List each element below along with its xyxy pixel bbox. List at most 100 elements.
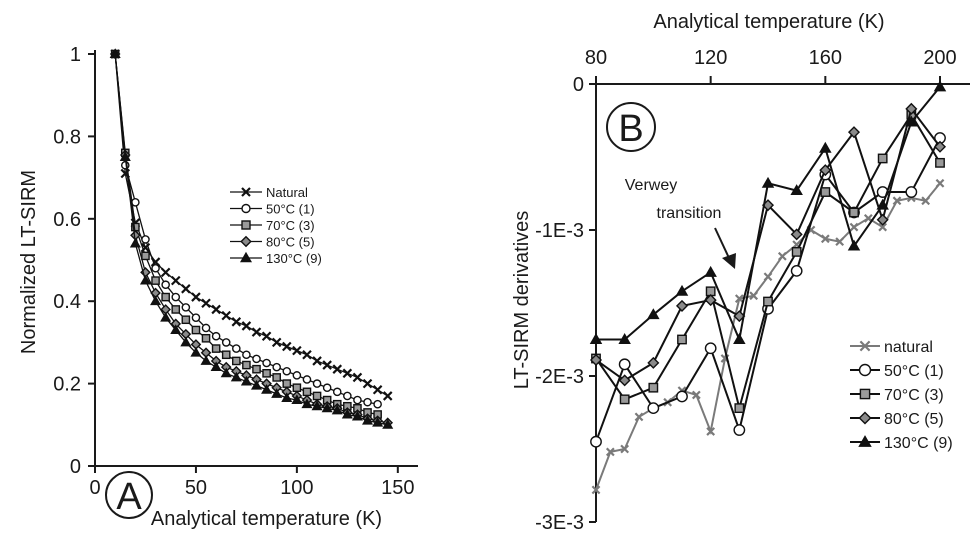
legend-marker-b	[859, 340, 871, 352]
data-point-b	[619, 394, 630, 405]
data-point-b	[733, 424, 746, 436]
data-point-a	[221, 310, 231, 321]
data-point-a	[181, 315, 191, 325]
x-tick-label-b: 200	[923, 47, 956, 69]
data-point-a	[139, 274, 151, 285]
annotation-text: transition	[657, 205, 722, 222]
data-point-b	[790, 184, 803, 196]
y-tick-label-b: -1E-3	[535, 220, 584, 242]
y-tick-label-b: -2E-3	[535, 366, 584, 388]
data-point-a	[322, 383, 332, 393]
y-tick-label-a: 1	[70, 44, 81, 66]
data-point-b	[618, 333, 631, 344]
data-point-a	[201, 298, 211, 309]
legend-entry-a: Natural	[266, 185, 308, 200]
data-point-b	[892, 196, 902, 206]
series-line-a	[114, 53, 388, 426]
y-axis-label-a: Normalized LT-SIRM	[18, 170, 40, 354]
data-point-a	[372, 385, 383, 395]
legend-marker-a	[241, 203, 251, 214]
data-point-b	[618, 374, 631, 387]
panel-b-chart: 80 120 160 200 0 -1E-3 -2E-3 -3E-3 Analytical te…	[511, 11, 970, 533]
data-point-a	[261, 331, 272, 341]
annotation-arrow	[714, 227, 730, 259]
legend-marker-b	[858, 363, 872, 377]
x-tick-label-a: 0	[89, 477, 100, 499]
data-point-a	[201, 333, 211, 343]
data-point-a	[221, 338, 231, 347]
data-point-b	[878, 222, 888, 232]
data-point-b	[849, 207, 859, 218]
data-point-a	[302, 349, 312, 360]
data-point-a	[302, 387, 312, 397]
series-a-4	[109, 48, 394, 429]
y-tick-label-a: 0.8	[53, 126, 81, 148]
data-point-a	[191, 292, 201, 302]
data-point-a	[171, 305, 181, 314]
data-point-b	[620, 444, 630, 454]
data-point-a	[140, 242, 151, 253]
data-point-b	[791, 246, 802, 257]
data-point-a	[312, 379, 322, 388]
legend-entry-b: 70°C (3)	[884, 387, 944, 404]
data-point-b	[704, 342, 717, 355]
legend-entry-b: 80°C (5)	[884, 411, 944, 428]
data-point-a	[232, 344, 241, 353]
legend-marker-a	[241, 220, 251, 230]
y-tick-label-a: 0.6	[53, 209, 81, 231]
data-point-a	[251, 327, 262, 337]
data-point-a	[230, 371, 242, 382]
panel-label-circle-a	[105, 471, 153, 519]
legend-entry-b: natural	[884, 339, 933, 356]
data-point-a	[242, 360, 251, 370]
data-point-b	[819, 164, 832, 177]
data-point-a	[150, 295, 162, 306]
x-tick-label-a: 100	[280, 477, 313, 499]
data-point-b	[733, 333, 746, 344]
panel-label-circle-b	[606, 102, 656, 152]
y-tick-label-b: -3E-3	[535, 512, 584, 533]
data-point-a	[262, 369, 271, 378]
data-point-a	[292, 371, 302, 380]
legend-marker-b	[858, 411, 872, 425]
panel-label-b: B	[618, 108, 643, 150]
data-point-b	[676, 390, 688, 403]
data-point-a	[301, 398, 313, 409]
data-point-b	[847, 239, 861, 251]
panel-label-a: A	[116, 476, 142, 518]
data-point-b	[691, 390, 701, 400]
legend-marker-a	[240, 235, 252, 248]
data-point-a	[362, 414, 374, 425]
data-point-b	[590, 435, 602, 448]
data-point-a	[363, 397, 372, 407]
data-point-a	[312, 391, 322, 401]
data-point-b	[589, 353, 603, 366]
legend-entry-a: 130°C (9)	[266, 251, 322, 266]
data-point-b	[933, 80, 947, 92]
legend-entry-b: 50°C (1)	[884, 363, 944, 380]
data-point-a	[351, 410, 363, 421]
data-point-a	[250, 379, 263, 390]
data-point-b	[905, 115, 918, 127]
data-point-a	[171, 292, 181, 302]
x-axis-label-b: Analytical temperature (K)	[653, 11, 884, 33]
data-point-b	[835, 237, 845, 247]
data-point-b	[648, 382, 659, 393]
data-point-a	[211, 344, 221, 353]
legend-a: Natural 50°C (1)70°C (3) 80°C (5)130°C (9)	[230, 185, 322, 266]
data-point-a	[382, 419, 394, 429]
data-point-b	[849, 222, 859, 232]
data-point-b	[675, 284, 689, 296]
data-point-b	[933, 140, 947, 153]
data-point-a	[129, 237, 141, 248]
data-point-a	[292, 383, 302, 393]
data-point-b	[763, 296, 773, 307]
data-point-a	[221, 350, 231, 360]
data-point-a	[272, 373, 281, 382]
data-point-a	[342, 368, 353, 379]
data-point-a	[180, 336, 192, 347]
data-point-a	[141, 235, 150, 244]
data-point-b	[675, 299, 689, 312]
annotation-text: Verwey	[625, 177, 677, 194]
